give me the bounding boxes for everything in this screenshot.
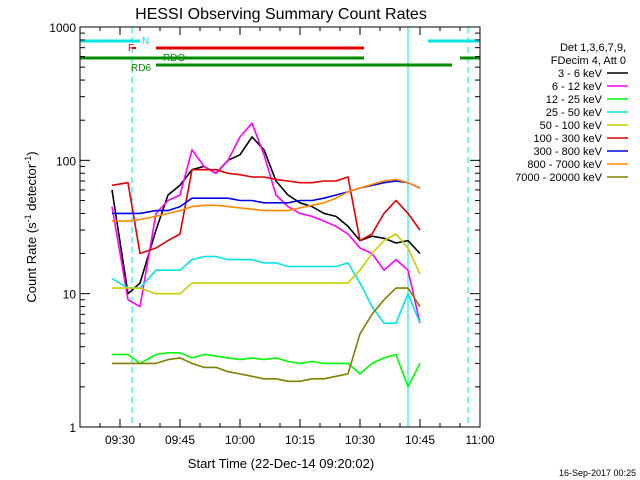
legend: Det 1,3,6,7,9,FDecim 4, Att 03 - 6 keV6 … — [515, 42, 628, 184]
x-tick-label: 10:45 — [405, 433, 435, 447]
timestamp: 16-Sep-2017 00:25 — [559, 468, 636, 478]
y-axis-label-sup1: -1 — [23, 214, 33, 222]
y-axis-label-sup2: -1 — [23, 156, 33, 164]
series-line-8 — [112, 178, 421, 222]
series-line-5 — [112, 233, 421, 295]
x-axis-label: Start Time (22-Dec-14 09:20:02) — [188, 456, 374, 471]
legend-label-2: 6 - 12 keV — [552, 81, 603, 93]
series-line-1 — [111, 136, 421, 295]
plot-area: NF RDO RD6 — [80, 27, 480, 427]
series-line-4 — [111, 255, 421, 324]
plot-frame — [79, 26, 481, 428]
x-tick-label: 10:00 — [225, 433, 255, 447]
x-tick-label: 09:45 — [165, 433, 195, 447]
legend-label-9: 7000 - 20000 keV — [515, 172, 603, 184]
legend-label-5: 50 - 100 keV — [540, 120, 603, 132]
flag-label-f: F — [128, 43, 134, 54]
series-line-9 — [112, 287, 421, 383]
x-tick-label: 09:30 — [105, 433, 135, 447]
flag-label-rdo: RDO — [163, 53, 185, 64]
y-tick-label: 1000 — [49, 21, 76, 35]
legend-label-7: 300 - 800 keV — [534, 146, 603, 158]
y-axis-label-end: ) — [24, 151, 39, 155]
svg-text:Count Rate (s-1 detector-1): Count Rate (s-1 detector-1) — [23, 151, 39, 302]
series-line-2 — [111, 122, 421, 324]
y-axis-label: Count Rate (s-1 detector-1) — [23, 151, 39, 302]
y-axis-label-mid: detector — [24, 163, 39, 214]
x-tick-label: 10:15 — [285, 433, 315, 447]
y-axis: 1 10 100 1000 — [49, 21, 480, 435]
legend-label-6: 100 - 300 keV — [534, 133, 603, 145]
y-axis-label-main: Count Rate (s — [24, 222, 39, 303]
legend-label-1: 3 - 6 keV — [558, 68, 603, 80]
flag-label-n: N — [142, 36, 149, 47]
y-tick-label: 10 — [63, 288, 77, 302]
legend-label-3: 12 - 25 keV — [546, 94, 603, 106]
legend-label-8: 800 - 7000 keV — [527, 159, 602, 171]
flag-label-rd6: RD6 — [131, 63, 151, 74]
y-tick-label: 1 — [69, 421, 76, 435]
legend-label-4: 25 - 50 keV — [546, 107, 603, 119]
legend-header-line: Det 1,3,6,7,9, — [560, 42, 626, 54]
x-tick-label: 10:30 — [345, 433, 375, 447]
chart-title: HESSI Observing Summary Count Rates — [135, 6, 427, 23]
legend-header-line: FDecim 4, Att 0 — [551, 55, 626, 67]
series-line-6 — [111, 168, 421, 255]
series-line-7 — [112, 180, 421, 215]
x-tick-label: 11:00 — [465, 433, 494, 447]
series-line-3 — [112, 352, 421, 388]
x-axis: 09:30 09:45 10:00 10:15 10:30 10:45 11:00 — [99, 27, 495, 447]
y-tick-label: 100 — [56, 154, 76, 168]
